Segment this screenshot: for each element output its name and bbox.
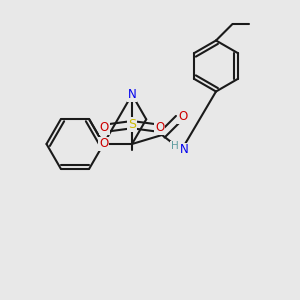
Text: S: S [128, 118, 136, 131]
Text: O: O [100, 121, 109, 134]
Text: O: O [178, 110, 188, 124]
Text: O: O [155, 121, 164, 134]
Text: H: H [171, 141, 179, 152]
Text: N: N [128, 88, 136, 101]
Text: N: N [179, 143, 188, 157]
Text: O: O [99, 137, 108, 151]
